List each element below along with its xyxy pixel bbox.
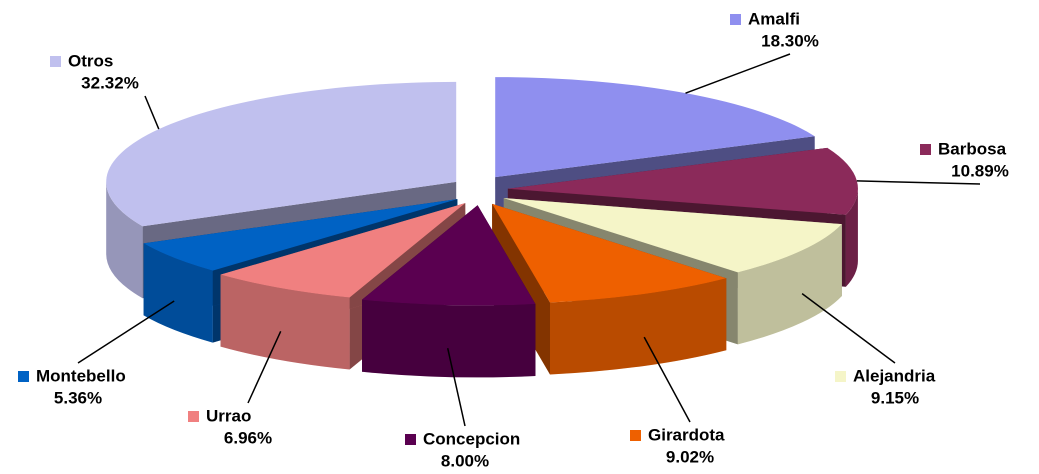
legend-swatch — [188, 411, 199, 422]
slice-outer-wall — [362, 299, 536, 378]
slice-outer-wall-shade — [362, 299, 536, 378]
slice-outer-wall — [220, 274, 350, 370]
slice — [362, 205, 536, 378]
slice-top — [492, 203, 727, 303]
slice-outer-wall — [106, 181, 143, 299]
slice-value: 8.00% — [441, 451, 489, 470]
slice-top — [220, 203, 466, 298]
legend-swatch — [50, 56, 61, 67]
slice-value: 18.30% — [761, 31, 819, 50]
leader-line — [685, 53, 791, 94]
slice-outer-wall-shade — [737, 224, 842, 345]
slice-label: Otros — [68, 51, 113, 70]
leader-line — [643, 336, 691, 423]
slice-value: 32.32% — [81, 73, 139, 92]
leader-line — [247, 330, 282, 404]
slice-label: Girardota — [648, 425, 725, 444]
slice-label: Montebello — [36, 366, 126, 385]
leader-line — [77, 300, 175, 364]
slice-label: Concepcion — [423, 429, 520, 448]
slice-top — [362, 205, 536, 306]
leader-line — [856, 180, 981, 185]
slice-outer-wall — [845, 188, 858, 287]
slice-outer-wall-shade — [845, 188, 858, 287]
slice-value: 9.15% — [871, 388, 919, 407]
legend-swatch — [835, 371, 846, 382]
slice-value: 5.36% — [54, 388, 102, 407]
leader-line — [446, 348, 466, 427]
slice-outer-wall-shade — [550, 278, 727, 375]
slice-outer-wall-shade — [220, 274, 350, 370]
legend-swatch — [630, 430, 641, 441]
slice-outer-wall-shade — [143, 243, 213, 343]
slice-value: 6.96% — [224, 428, 272, 447]
slice-top — [106, 81, 457, 227]
slice-outer-wall-shade — [106, 181, 143, 299]
slice-label: Alejandria — [853, 366, 936, 385]
slice-outer-wall — [143, 243, 213, 343]
slice-label: Amalfi — [748, 9, 800, 28]
slice-label: Barbosa — [938, 139, 1007, 158]
slice-value: 9.02% — [666, 447, 714, 466]
legend-swatch — [405, 434, 416, 445]
legend-swatch — [920, 144, 931, 155]
slice-label: Urrao — [206, 406, 251, 425]
leader-line — [801, 292, 896, 364]
legend-swatch — [18, 371, 29, 382]
slice-top — [143, 199, 458, 271]
slice-top — [495, 77, 815, 178]
slice-value: 10.89% — [951, 161, 1009, 180]
slice-outer-wall — [550, 278, 727, 375]
slice-top — [507, 147, 858, 215]
leader-line — [144, 95, 160, 130]
legend-swatch — [730, 14, 741, 25]
slice-top — [503, 198, 842, 273]
slice-outer-wall — [737, 224, 842, 345]
